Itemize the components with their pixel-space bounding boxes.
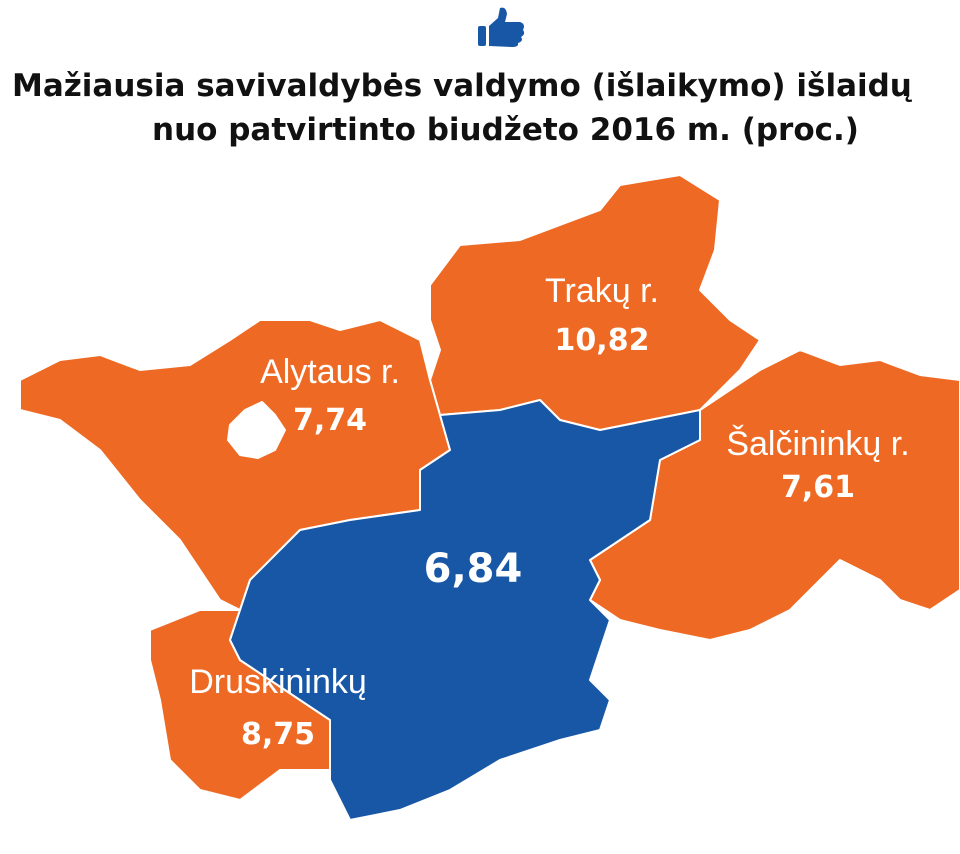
region-value: 7,74 [293, 403, 367, 438]
region-name: Alytaus r. [260, 353, 400, 391]
region-value: 10,82 [555, 323, 650, 358]
region-name: Trakų r. [545, 272, 659, 310]
title-line: nuo patvirtinto biudžeto 2016 m. (proc.) [152, 112, 859, 148]
region-name: Šalčininkų r. [726, 425, 909, 463]
region-value: 6,84 [424, 546, 523, 592]
thumbs-up-icon [478, 7, 525, 48]
region-value: 8,75 [241, 717, 315, 752]
title-line: Mažiausia savivaldybės valdymo (išlaikym… [12, 68, 913, 104]
region-value: 7,61 [781, 470, 855, 505]
region-name: Druskininkų [189, 663, 367, 701]
region [229, 399, 701, 821]
city-enclave [227, 401, 286, 459]
